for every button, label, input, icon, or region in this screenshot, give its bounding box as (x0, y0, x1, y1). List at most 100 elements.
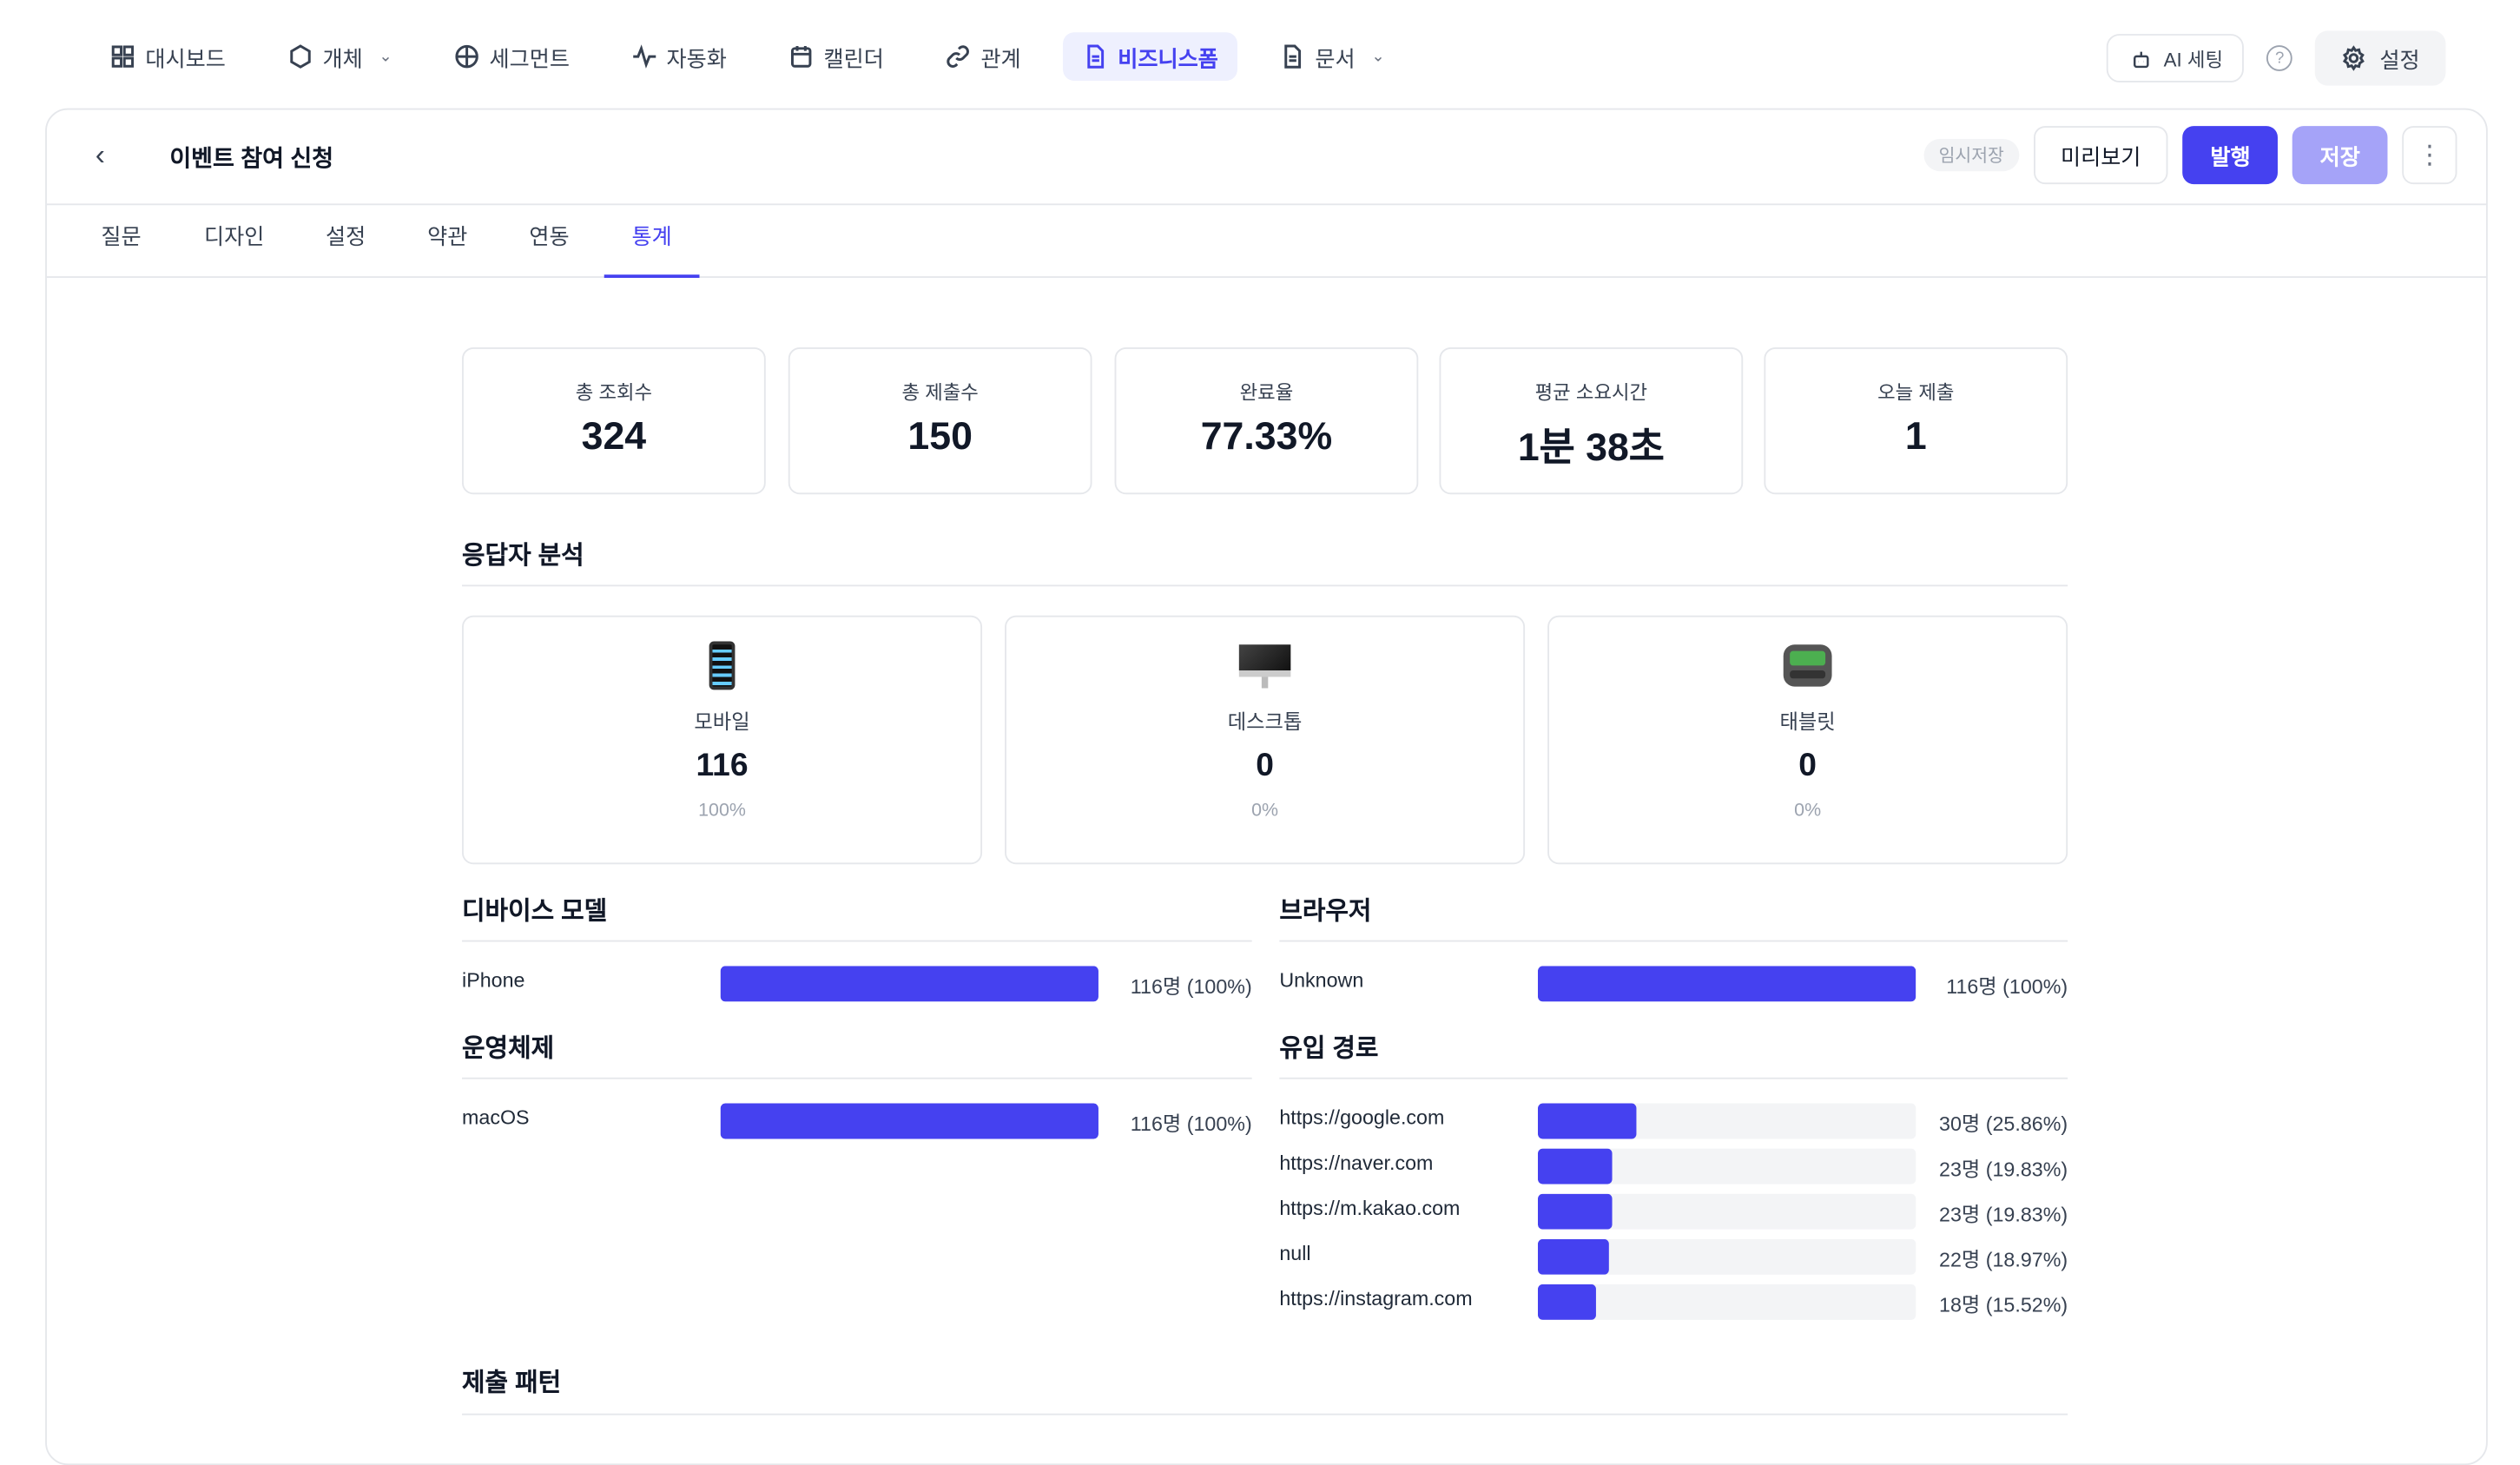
more-options-icon[interactable]: ⋮ (2402, 126, 2457, 185)
nav-label: 캘린더 (823, 46, 884, 71)
stat-value: 150 (907, 415, 973, 459)
section-title-os: 운영체제 (462, 1035, 555, 1064)
nav-relations[interactable]: 관계 (926, 32, 1040, 81)
row-value: 23명 (19.83%) (1939, 1203, 2068, 1226)
device-card-tablet: 태블릿 0 0% (1547, 615, 2068, 865)
stat-bar-row: Unknown 116명 (100%) (1279, 966, 2068, 1002)
nav-segments[interactable]: 세그먼트 (434, 32, 589, 81)
row-value: 116명 (100%) (1130, 1112, 1252, 1136)
divider (462, 1077, 1252, 1079)
tab-questions[interactable]: 질문 (101, 224, 142, 249)
row-label: iPhone (462, 969, 525, 993)
stat-label: 오늘 제출 (1877, 381, 1955, 405)
bar-track (1537, 966, 1916, 1002)
stat-label: 완료율 (1239, 381, 1294, 405)
device-label: 데스크톱 (1227, 710, 1303, 734)
nav-label: 비즈니스폼 (1118, 46, 1218, 71)
row-label: https://m.kakao.com (1279, 1197, 1461, 1220)
bar-track (1537, 1193, 1916, 1230)
nav-label: 문서 (1315, 46, 1356, 71)
bar-track (1537, 1103, 1916, 1139)
nav-objects[interactable]: 개체 ⌄ (267, 32, 412, 81)
device-percent: 0% (1794, 801, 1822, 822)
device-percent: 100% (698, 801, 746, 822)
bar-track (720, 1103, 1098, 1139)
settings-button[interactable]: 설정 (2315, 30, 2446, 86)
bar-fill (720, 966, 1098, 1002)
stat-card-completion: 완료율 77.33% (1114, 346, 1419, 495)
bar-track (1537, 1238, 1916, 1275)
bar-fill (1537, 1238, 1610, 1275)
bar-track (720, 966, 1098, 1002)
divider (1279, 940, 2068, 942)
section-title-browser: 브라우저 (1279, 898, 1372, 926)
device-percent: 0% (1251, 801, 1279, 822)
robot-icon (2128, 45, 2154, 71)
device-value: 116 (696, 748, 749, 784)
row-label: Unknown (1279, 969, 1364, 993)
row-value: 116명 (100%) (1946, 975, 2068, 999)
ai-setting-button[interactable]: AI 세팅 (2107, 34, 2245, 82)
nav-calendar[interactable]: 캘린더 (769, 32, 903, 81)
stat-bar-row: https://google.com 30명 (25.86%) (1279, 1103, 2068, 1139)
stat-value: 324 (581, 415, 647, 459)
help-icon[interactable]: ? (2266, 45, 2292, 71)
device-card-desktop: 데스크톱 0 0% (1005, 615, 1526, 865)
nav-label: 세그먼트 (489, 46, 570, 71)
ai-setting-label: AI 세팅 (2163, 47, 2224, 70)
tab-terms[interactable]: 약관 (427, 224, 468, 249)
nav-dashboard[interactable]: 대시보드 (90, 32, 245, 81)
chevron-down-icon: ⌄ (379, 47, 393, 66)
stat-bar-row: macOS 116명 (100%) (462, 1103, 1252, 1139)
device-label: 태블릿 (1779, 710, 1836, 734)
tab-settings[interactable]: 설정 (325, 224, 366, 249)
stat-bar-row: https://m.kakao.com 23명 (19.83%) (1279, 1193, 2068, 1230)
nav-label: 관계 (980, 46, 1021, 71)
device-value: 0 (1256, 748, 1274, 784)
divider (462, 940, 1252, 942)
divider (1279, 1077, 2068, 1079)
back-icon[interactable]: ‹ (95, 138, 105, 172)
publish-button[interactable]: 발행 (2182, 126, 2279, 185)
device-label: 모바일 (694, 710, 750, 734)
bar-fill (1537, 1103, 1636, 1139)
bar-fill (1537, 1284, 1597, 1320)
row-value: 23명 (19.83%) (1939, 1158, 2068, 1181)
stat-bar-row: iPhone 116명 (100%) (462, 966, 1252, 1002)
row-label: null (1279, 1242, 1311, 1265)
stat-value: 1분 38초 (1517, 426, 1665, 471)
mobile-phone-icon (464, 640, 980, 692)
bar-fill (720, 1103, 1098, 1139)
stat-bar-row: https://instagram.com 18명 (15.52%) (1279, 1284, 2068, 1320)
divider (462, 584, 2068, 587)
settings-label: 설정 (2379, 48, 2420, 73)
section-title-submission-pattern: 제출 패턴 (462, 1369, 562, 1398)
tab-integration[interactable]: 연동 (529, 224, 570, 249)
stat-card-avg-time: 평균 소요시간 1분 38초 (1439, 346, 1744, 495)
nav-label: 자동화 (666, 46, 727, 71)
tab-bar: 질문 디자인 설정 약관 연동 통계 (46, 205, 2486, 278)
link-icon (946, 43, 972, 69)
section-title-respondent: 응답자 분석 (462, 543, 584, 571)
stat-label: 총 조회수 (575, 381, 653, 405)
top-nav: 대시보드 개체 ⌄ 세그먼트 자동화 캘린더 관계 비즈니스폼 문서 ⌄ (90, 32, 2455, 82)
divider (462, 1413, 2068, 1416)
globe-icon (454, 43, 480, 69)
gear-icon (2341, 45, 2367, 71)
page-title: 이벤트 참여 신청 (169, 147, 334, 174)
nav-automation[interactable]: 자동화 (611, 32, 746, 81)
stat-label: 평균 소요시간 (1534, 381, 1648, 405)
stat-card-submissions: 총 제출수 150 (788, 346, 1092, 495)
preview-button[interactable]: 미리보기 (2033, 126, 2169, 185)
nav-documents[interactable]: 문서 ⌄ (1260, 32, 1404, 81)
save-button[interactable]: 저장 (2292, 126, 2388, 185)
bar-fill (1537, 1193, 1613, 1230)
row-value: 18명 (15.52%) (1939, 1294, 2068, 1317)
row-label: https://naver.com (1279, 1152, 1434, 1175)
tab-design[interactable]: 디자인 (204, 224, 265, 249)
calendar-icon (788, 43, 815, 69)
row-value: 116명 (100%) (1130, 975, 1252, 999)
nav-business-form[interactable]: 비즈니스폼 (1063, 32, 1238, 82)
stat-value: 1 (1904, 415, 1927, 459)
tab-statistics[interactable]: 통계 (604, 205, 700, 278)
